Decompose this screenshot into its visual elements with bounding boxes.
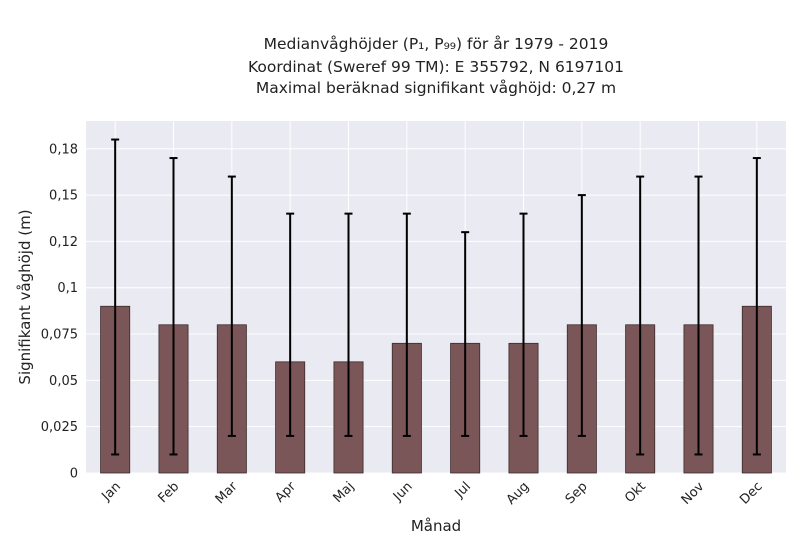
y-tick-label: 0,12: [49, 235, 78, 250]
x-tick-label: Okt: [622, 479, 649, 506]
chart-title-line2: Koordinat (Sweref 99 TM): E 355792, N 61…: [248, 58, 624, 76]
y-tick-label: 0,18: [49, 142, 78, 157]
chart-title-line1: Medianvåghöjder (P₁, P₉₉) för år 1979 - …: [263, 35, 609, 53]
x-tick-label: Dec: [737, 479, 765, 507]
y-tick-label: 0,075: [41, 328, 78, 343]
x-axis-label: Månad: [411, 517, 461, 535]
x-tick-label: Mar: [213, 479, 241, 507]
x-tick-label: Aug: [504, 479, 533, 508]
y-tick-label: 0,025: [41, 420, 78, 435]
x-tick-label: Apr: [272, 479, 299, 506]
x-tick-label: Jul: [452, 479, 474, 501]
x-tick-label: Maj: [331, 479, 358, 506]
x-tick-label: Jun: [390, 479, 416, 505]
plot-area: [86, 121, 786, 473]
x-tick-label: Feb: [155, 479, 182, 506]
chart-title-line3: Maximal beräknad signifikant våghöjd: 0,…: [255, 79, 617, 97]
y-tick-label: 0,05: [49, 374, 78, 389]
x-tick-label: Jan: [99, 479, 124, 504]
x-tick-label: Nov: [679, 479, 708, 508]
y-tick-label: 0: [70, 467, 78, 482]
y-tick-label: 0,15: [49, 189, 78, 204]
y-axis-label: Signifikant våghöjd (m): [16, 209, 34, 384]
x-tick-label: Sep: [563, 479, 591, 507]
y-tick-label: 0,1: [57, 281, 78, 296]
